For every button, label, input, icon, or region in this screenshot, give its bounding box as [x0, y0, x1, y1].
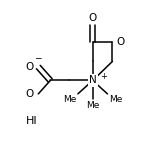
- Text: Me: Me: [109, 95, 122, 104]
- Text: −: −: [34, 53, 41, 62]
- Text: O: O: [26, 62, 34, 72]
- Text: O: O: [26, 89, 34, 99]
- Text: +: +: [100, 72, 107, 81]
- Text: N: N: [89, 75, 97, 86]
- Text: Me: Me: [86, 101, 99, 110]
- Text: Me: Me: [63, 95, 76, 104]
- Text: O: O: [89, 13, 97, 23]
- Text: O: O: [117, 37, 125, 47]
- Text: HI: HI: [26, 116, 37, 126]
